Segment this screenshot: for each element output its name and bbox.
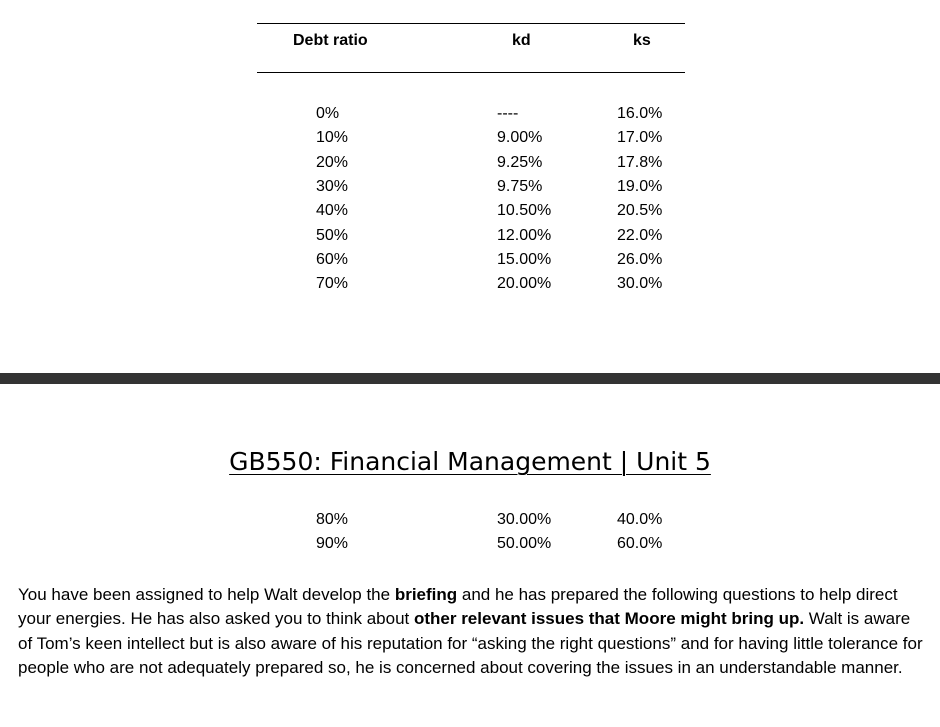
- cell-kd: 20.00%: [497, 275, 552, 293]
- cell-ks: 30.0%: [617, 275, 663, 293]
- cell-kd: 12.00%: [497, 226, 552, 244]
- cell-ks: 19.0%: [617, 177, 663, 195]
- cell-debt-ratio: 60%: [316, 250, 349, 268]
- cell-ks: 17.0%: [617, 129, 663, 147]
- paragraph-bold-issues: other relevant issues that Moore might b…: [413, 609, 805, 629]
- cell-kd: 9.00%: [497, 129, 543, 147]
- header-kd: kd: [512, 32, 531, 49]
- header-ks: ks: [633, 32, 651, 49]
- cell-debt-ratio: 10%: [316, 129, 349, 147]
- cell-ks: 22.0%: [617, 226, 663, 244]
- header-debt-ratio: Debt ratio: [293, 32, 368, 49]
- cell-debt-ratio: 20%: [316, 153, 349, 171]
- cell-ks: 40.0%: [617, 511, 663, 528]
- cell-kd: 9.25%: [497, 153, 543, 171]
- cell-ks: 20.5%: [617, 202, 663, 220]
- cell-ks: 16.0%: [617, 105, 663, 122]
- cell-kd: 10.50%: [497, 202, 552, 220]
- body-paragraph: You have been assigned to help Walt deve…: [18, 583, 928, 681]
- paragraph-text: and he has prepared the following questi…: [18, 585, 898, 629]
- cell-ks: 26.0%: [617, 250, 663, 268]
- cell-debt-ratio: 40%: [316, 202, 349, 220]
- cell-kd: 9.75%: [497, 177, 543, 195]
- cell-kd: ----: [497, 105, 519, 122]
- cell-ks: 60.0%: [617, 535, 663, 553]
- cell-debt-ratio: 80%: [316, 511, 349, 528]
- cell-kd: 50.00%: [497, 535, 552, 553]
- page-header-title: GB550: Financial Management | Unit 5: [229, 447, 711, 476]
- table-top-rule: [257, 23, 685, 24]
- cell-ks: 17.8%: [617, 153, 663, 171]
- cell-debt-ratio: 0%: [316, 105, 340, 122]
- cell-kd: 15.00%: [497, 250, 552, 268]
- cell-debt-ratio: 30%: [316, 177, 349, 195]
- paragraph-text: Walt is aware of Tom’s keen intellect bu…: [18, 609, 923, 678]
- cell-kd: 30.00%: [497, 511, 552, 528]
- table-header-rule: [257, 72, 685, 73]
- cell-debt-ratio: 50%: [316, 226, 349, 244]
- paragraph-bold-briefing: briefing: [394, 585, 458, 604]
- cell-debt-ratio: 70%: [316, 275, 349, 293]
- paragraph-text: You have been assigned to help Walt deve…: [18, 585, 395, 604]
- page-break-divider: [0, 373, 940, 384]
- cell-debt-ratio: 90%: [316, 535, 349, 553]
